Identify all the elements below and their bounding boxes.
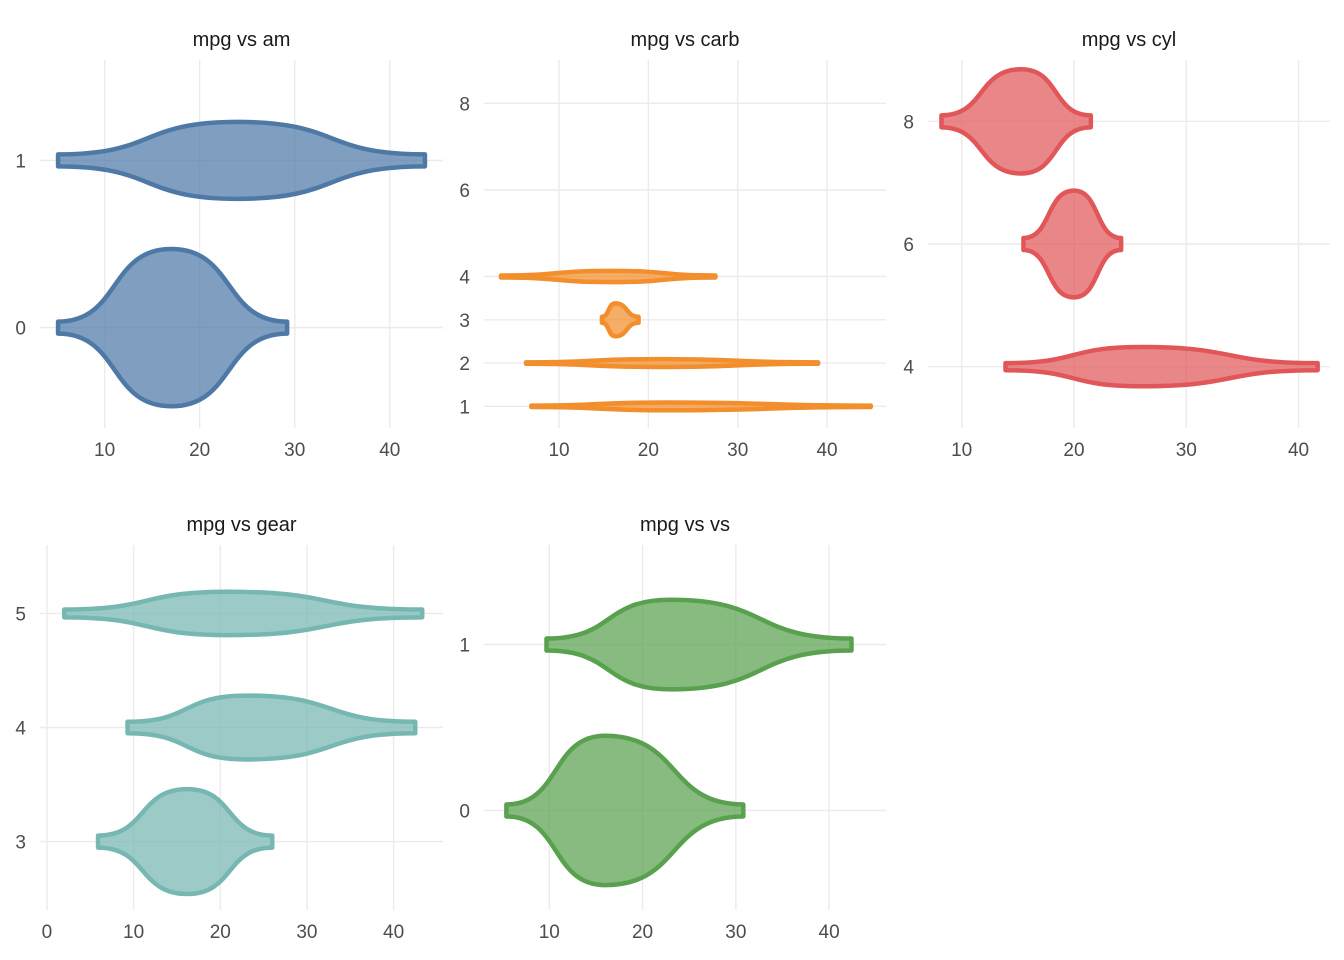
y-tick-label: 6 [459, 181, 470, 202]
chart-title: mpg vs vs [640, 514, 730, 536]
y-tick-label: 4 [459, 267, 470, 288]
chart-svg: mpg vs carb 10 20 30 40 1 2 3 4 6 8 [459, 29, 886, 461]
chart-svg: mpg vs am 10 20 30 40 0 1 [15, 29, 443, 461]
y-tick-label: 8 [459, 94, 470, 115]
chart-svg: mpg vs gear 0 10 20 30 40 3 4 5 [15, 514, 443, 943]
x-tick-label: 40 [819, 922, 840, 943]
x-tick-label: 30 [284, 440, 305, 461]
chart-title: mpg vs cyl [1082, 29, 1176, 51]
x-tick-label: 10 [951, 440, 972, 461]
y-tick-label: 3 [459, 311, 470, 332]
y-tick-label: 4 [15, 719, 26, 740]
x-tick-label: 40 [379, 440, 400, 461]
panel-mpg-vs-cyl: mpg vs cyl 10 20 30 40 4 6 8 [896, 0, 1344, 480]
y-tick-label: 2 [459, 354, 470, 375]
violin-mpg-vs-cyl-4 [1003, 344, 1320, 389]
chart-svg: mpg vs vs 10 20 30 40 0 1 [459, 514, 886, 943]
violin-mpg-vs-gear-5 [62, 589, 425, 638]
chart-title: mpg vs gear [186, 514, 296, 536]
violin-mpg-vs-cyl-6 [1021, 188, 1124, 300]
violin-mpg-vs-carb-1 [529, 400, 874, 413]
x-tick-label: 10 [94, 440, 115, 461]
x-tick-label: 20 [632, 922, 653, 943]
y-tick-label: 1 [459, 636, 470, 657]
violin-mpg-vs-vs-0 [504, 733, 746, 888]
x-tick-label: 40 [1288, 440, 1309, 461]
x-tick-label: 20 [638, 440, 659, 461]
violin-mpg-vs-carb-4 [498, 268, 718, 285]
x-tick-label: 40 [816, 440, 837, 461]
x-tick-label: 0 [42, 922, 53, 943]
violin-mpg-vs-vs-1 [544, 597, 854, 692]
x-tick-label: 10 [123, 922, 144, 943]
violin-mpg-vs-gear-3 [95, 786, 275, 897]
x-tick-label: 30 [725, 922, 746, 943]
violin-mpg-vs-carb-3 [599, 301, 641, 339]
panel-mpg-vs-gear: mpg vs gear 0 10 20 30 40 3 4 5 [0, 480, 448, 960]
panel-mpg-vs-am: mpg vs am 10 20 30 40 0 1 [0, 0, 448, 480]
violin-mpg-vs-gear-4 [125, 693, 418, 762]
y-tick-label: 0 [459, 801, 470, 822]
x-tick-label: 30 [727, 440, 748, 461]
x-tick-label: 10 [548, 440, 569, 461]
y-tick-label: 4 [903, 358, 914, 379]
chart-title: mpg vs am [193, 29, 291, 51]
x-tick-label: 20 [189, 440, 210, 461]
chart-title: mpg vs carb [631, 29, 740, 51]
chart-svg: mpg vs cyl 10 20 30 40 4 6 8 [903, 29, 1330, 461]
y-tick-label: 5 [15, 604, 26, 625]
violin-mpg-vs-carb-2 [523, 356, 821, 370]
x-tick-label: 30 [1176, 440, 1197, 461]
x-tick-label: 40 [383, 922, 404, 943]
panel-mpg-vs-carb: mpg vs carb 10 20 30 40 1 2 3 4 6 8 [448, 0, 896, 480]
y-tick-label: 0 [15, 319, 26, 340]
violin-mpg-vs-am-1 [55, 119, 428, 202]
panel-mpg-vs-vs: mpg vs vs 10 20 30 40 0 1 [448, 480, 896, 960]
y-tick-label: 1 [15, 151, 26, 172]
y-tick-label: 6 [903, 235, 914, 256]
y-tick-label: 8 [903, 112, 914, 133]
y-tick-label: 3 [15, 833, 26, 854]
x-tick-label: 10 [539, 922, 560, 943]
x-tick-label: 20 [1063, 440, 1084, 461]
violin-mpg-vs-am-0 [55, 246, 290, 409]
violin-mpg-vs-cyl-8 [939, 66, 1094, 176]
y-tick-label: 1 [459, 397, 470, 418]
x-tick-label: 30 [296, 922, 317, 943]
x-tick-label: 20 [210, 922, 231, 943]
